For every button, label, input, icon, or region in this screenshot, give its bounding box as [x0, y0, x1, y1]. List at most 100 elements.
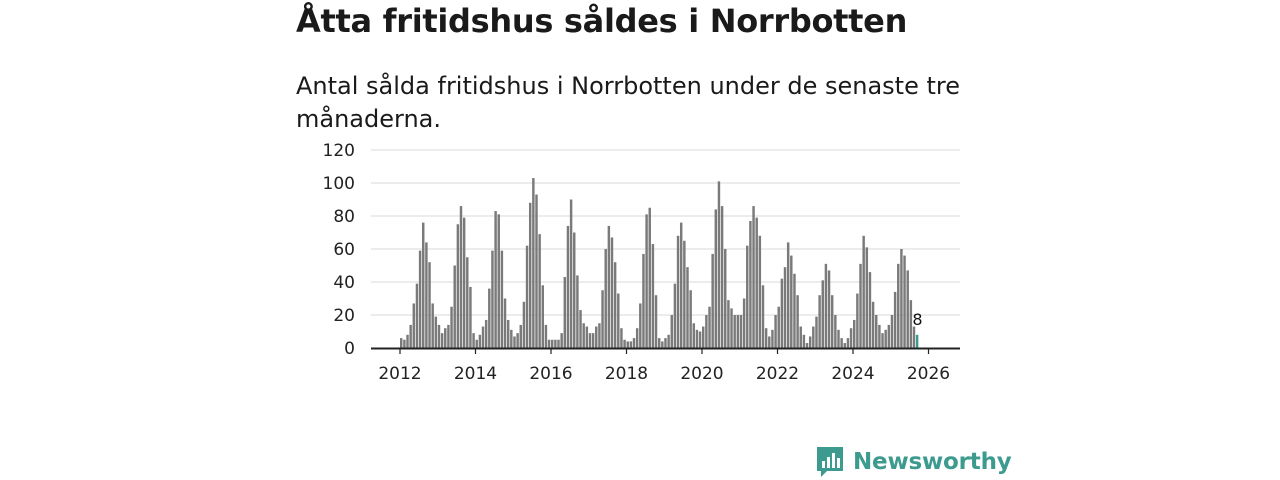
bar: [516, 333, 519, 348]
bar: [481, 326, 485, 348]
bar: [544, 324, 548, 348]
bar: [890, 315, 894, 348]
bar: [761, 285, 765, 348]
bar: [830, 295, 834, 348]
bar: [818, 295, 821, 348]
bar: [815, 316, 818, 348]
bar: [827, 270, 831, 348]
bar: [717, 181, 721, 348]
chart-title: Åtta fritidshus såldes i Norrbotten: [296, 2, 908, 40]
bar: [793, 273, 796, 348]
bar: [617, 293, 620, 348]
bar: [613, 262, 617, 348]
x-tick-label: 2024: [831, 364, 874, 384]
bar: [909, 300, 913, 348]
bar: [400, 338, 403, 348]
bar: [657, 338, 661, 348]
bar: [528, 202, 532, 348]
bar: [598, 323, 601, 348]
bar: [893, 291, 897, 348]
bar: [698, 331, 702, 348]
bar: [695, 329, 699, 348]
bar: [878, 324, 881, 348]
bar: [849, 328, 853, 348]
bar-chart-logo-icon: [817, 447, 843, 477]
bar: [676, 235, 680, 348]
bar: [497, 214, 500, 348]
bar: [632, 338, 636, 348]
bar: [755, 217, 758, 348]
bar: [623, 339, 626, 348]
bar: [742, 298, 746, 348]
bar: [768, 336, 771, 348]
bar: [758, 235, 762, 348]
x-tick-label: 2020: [680, 364, 723, 384]
bar: [692, 323, 696, 348]
bar: [629, 341, 633, 348]
bar: [664, 338, 667, 348]
bar: [783, 267, 787, 348]
bar: [702, 326, 705, 348]
bar: [812, 326, 815, 348]
bar: [897, 263, 900, 348]
brand-name: Newsworthy: [853, 449, 1012, 475]
x-tick-label: 2022: [756, 364, 799, 384]
bar: [733, 315, 736, 348]
bar: [541, 285, 545, 348]
bar: [661, 341, 664, 348]
bar: [654, 295, 658, 348]
bar: [554, 339, 557, 348]
bar: [459, 206, 463, 348]
grid-lines: [371, 149, 960, 316]
bar: [428, 262, 431, 348]
y-tick-label: 60: [333, 240, 355, 260]
bar: [484, 319, 488, 348]
bar: [906, 270, 909, 348]
x-axis-ticks: 2012 2014 2016 2018 2020 2022 2024 2026: [378, 348, 950, 384]
bar: [437, 324, 441, 348]
bar: [472, 333, 475, 348]
bar: [626, 341, 629, 348]
bar: [853, 319, 856, 348]
y-tick-label: 80: [333, 207, 355, 227]
x-tick-label: 2018: [605, 364, 648, 384]
bar: [639, 303, 642, 348]
bar: [604, 249, 607, 348]
bar: [431, 303, 434, 348]
bar: [440, 333, 444, 348]
last-bar-label: 8: [912, 310, 922, 329]
bar: [711, 253, 714, 348]
bar: [418, 250, 422, 348]
bar: [588, 333, 592, 348]
bar: [736, 315, 740, 348]
bar: [900, 249, 903, 348]
bar: [469, 286, 472, 348]
y-tick-label: 0: [344, 339, 355, 359]
bar: [871, 301, 875, 348]
bar: [491, 250, 494, 348]
bar: [569, 199, 573, 348]
bar: [450, 306, 453, 348]
bar: [846, 338, 850, 348]
bar: [607, 225, 611, 348]
bar: [582, 323, 585, 348]
bar: [808, 336, 812, 348]
bar: [799, 326, 802, 348]
bar: [821, 280, 824, 348]
bar: [834, 315, 837, 348]
bar: [875, 315, 878, 348]
bar: [532, 178, 535, 348]
bar: [425, 242, 428, 348]
bar: [635, 328, 639, 348]
bar: [573, 232, 576, 348]
bar: [884, 329, 887, 348]
bar: [764, 328, 768, 348]
bar: [447, 324, 450, 348]
bar: [478, 334, 482, 348]
bar: [746, 245, 749, 348]
bar: [538, 234, 541, 348]
y-tick-label: 100: [323, 174, 355, 194]
bar: [519, 324, 522, 348]
bar: [730, 308, 733, 348]
bar: [462, 217, 466, 348]
